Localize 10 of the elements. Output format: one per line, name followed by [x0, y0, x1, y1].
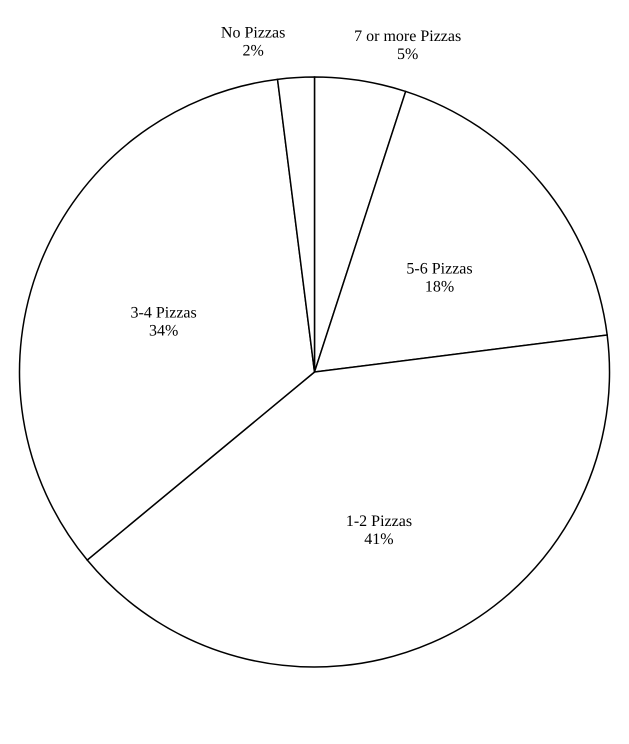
slice-label: 5-6 Pizzas — [406, 260, 473, 278]
data-label: 18% — [424, 278, 454, 296]
slice-label: 3-4 Pizzas — [130, 304, 197, 322]
slice-label: No Pizzas — [220, 24, 286, 42]
data-label: 41% — [364, 530, 394, 548]
data-label: 5% — [397, 46, 418, 64]
slice-label: 1-2 Pizzas — [346, 512, 412, 530]
data-label: 34% — [148, 322, 178, 340]
slice-label: 7 or more Pizzas — [354, 28, 462, 46]
data-label: 2% — [242, 42, 264, 60]
